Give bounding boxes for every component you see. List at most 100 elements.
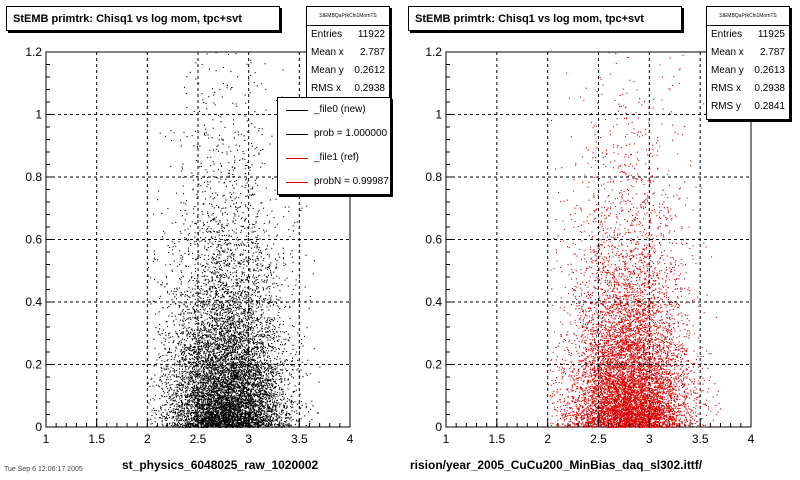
scatter-point — [239, 353, 241, 355]
scatter-point — [259, 296, 261, 298]
scatter-point — [231, 346, 233, 348]
scatter-point — [241, 421, 243, 423]
scatter-point — [255, 240, 257, 242]
scatter-point — [205, 346, 207, 348]
scatter-point — [205, 375, 207, 377]
scatter-point — [232, 285, 234, 287]
scatter-point — [170, 399, 172, 401]
scatter-point — [230, 334, 232, 336]
scatter-point — [254, 259, 256, 261]
scatter-point — [229, 415, 231, 417]
scatter-point — [240, 361, 242, 363]
scatter-point — [176, 376, 178, 378]
scatter-point — [207, 213, 209, 215]
scatter-point — [183, 420, 185, 422]
scatter-point — [243, 358, 245, 360]
scatter-point — [274, 393, 276, 395]
scatter-point — [221, 357, 223, 359]
scatter-point — [228, 234, 230, 236]
scatter-point — [219, 342, 221, 344]
scatter-point — [252, 425, 254, 427]
scatter-point — [217, 277, 219, 279]
scatter-point — [200, 384, 202, 386]
scatter-point — [152, 260, 154, 262]
scatter-point — [226, 359, 228, 361]
scatter-point — [196, 349, 198, 351]
scatter-point — [233, 414, 235, 416]
scatter-point — [206, 381, 208, 383]
scatter-point — [284, 332, 286, 334]
scatter-point — [224, 348, 226, 350]
scatter-point — [213, 369, 215, 371]
scatter-point — [236, 283, 238, 285]
scatter-point — [152, 397, 154, 399]
scatter-point — [237, 261, 239, 263]
scatter-point — [243, 373, 245, 375]
scatter-point — [199, 376, 201, 378]
scatter-point — [276, 419, 278, 421]
scatter-point — [167, 207, 169, 209]
scatter-point — [216, 294, 218, 296]
scatter-point — [247, 378, 249, 380]
scatter-point — [242, 289, 244, 291]
scatter-point — [246, 339, 248, 341]
scatter-point — [204, 378, 206, 380]
scatter-point — [205, 330, 207, 332]
scatter-point — [263, 289, 265, 291]
scatter-point — [232, 395, 234, 397]
scatter-point — [240, 383, 242, 385]
scatter-point — [240, 333, 242, 335]
scatter-point — [233, 388, 235, 390]
scatter-point — [257, 381, 259, 383]
scatter-point — [191, 221, 193, 223]
scatter-point — [238, 215, 240, 217]
scatter-point — [217, 250, 219, 252]
scatter-point — [201, 337, 203, 339]
scatter-point — [251, 164, 253, 166]
scatter-point — [206, 331, 208, 333]
scatter-point — [253, 346, 255, 348]
scatter-point — [233, 317, 235, 319]
scatter-point — [274, 347, 276, 349]
scatter-point — [233, 351, 235, 353]
scatter-point — [230, 392, 232, 394]
scatter-point — [218, 325, 220, 327]
scatter-point — [164, 340, 166, 342]
scatter-point — [240, 294, 242, 296]
scatter-point — [204, 425, 206, 427]
scatter-point — [200, 336, 202, 338]
scatter-point — [238, 390, 240, 392]
scatter-point — [247, 319, 249, 321]
scatter-point — [281, 378, 283, 380]
scatter-point — [184, 402, 186, 404]
scatter-point — [196, 291, 198, 293]
scatter-point — [175, 418, 177, 420]
scatter-point — [236, 378, 238, 380]
scatter-point — [253, 383, 255, 385]
scatter-point — [209, 288, 211, 290]
scatter-point — [209, 304, 211, 306]
scatter-point — [190, 353, 192, 355]
scatter-point — [224, 301, 226, 303]
scatter-point — [219, 276, 221, 278]
scatter-point — [264, 352, 266, 354]
scatter-point — [212, 305, 214, 307]
scatter-point — [198, 296, 200, 298]
scatter-point — [217, 169, 219, 171]
scatter-point — [217, 377, 219, 379]
scatter-point — [242, 387, 244, 389]
scatter-point — [237, 364, 239, 366]
scatter-point — [206, 364, 208, 366]
scatter-point — [267, 391, 269, 393]
scatter-point — [221, 351, 223, 353]
scatter-point — [243, 400, 245, 402]
scatter-point — [187, 362, 189, 364]
scatter-point — [186, 418, 188, 420]
scatter-point — [218, 425, 220, 427]
scatter-point — [232, 335, 234, 337]
scatter-point — [224, 311, 226, 313]
scatter-point — [212, 326, 214, 328]
scatter-point — [276, 363, 278, 365]
scatter-point — [252, 386, 254, 388]
scatter-point — [260, 397, 262, 399]
